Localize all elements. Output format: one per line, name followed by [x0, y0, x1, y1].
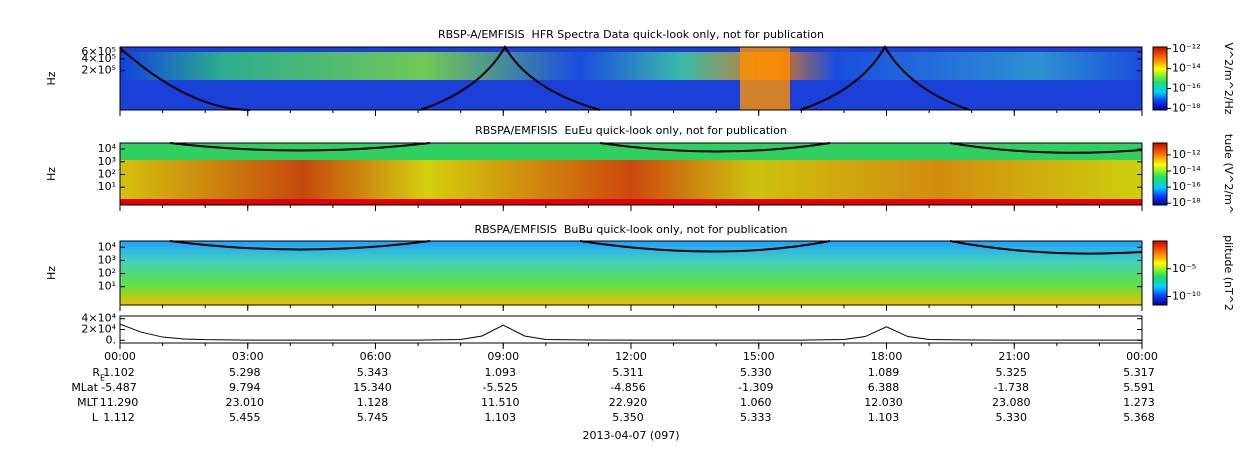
ephemeris-value: 15.340 [353, 381, 392, 394]
ephemeris-value: 1.128 [357, 396, 389, 409]
ephemeris-value: 11.510 [481, 396, 520, 409]
ephemeris-value: 5.745 [357, 411, 389, 424]
ephemeris-value: 11.290 [100, 396, 139, 409]
ephemeris-value: 1.060 [740, 396, 772, 409]
colorbar-tick-label: 10⁻¹⁸ [1172, 101, 1201, 114]
data-line [119, 323, 1142, 341]
ephemeris-value: 5.298 [229, 366, 261, 379]
ephemeris-value: -1.309 [738, 381, 773, 394]
colorbar-tick-label: 10⁻¹⁴ [1172, 164, 1201, 177]
plot-frame [119, 315, 1143, 344]
ephemeris-value: 1.112 [103, 411, 135, 424]
y-tick-label: 10⁴ [98, 240, 117, 253]
colorbar-tick-label: 10⁻¹⁸ [1172, 196, 1201, 209]
panel-title: RBSPA/EMFISIS EuEu quick-look only, not … [475, 124, 787, 137]
y-tick-label: 10² [98, 267, 116, 280]
x-tick-label: 15:00 [743, 350, 775, 363]
ephemeris-value: 1.103 [485, 411, 517, 424]
ephemeris-value: 5.317 [1123, 366, 1155, 379]
colorbar-tick-label: 10⁻¹⁴ [1172, 62, 1201, 75]
colorbar-tick-label: 10⁻¹⁶ [1172, 180, 1201, 193]
row-label: MLT [77, 396, 98, 409]
ephemeris-value: 1.102 [103, 366, 135, 379]
y-axis-label: Hz [45, 167, 58, 181]
y-tick-label: 6×10⁵ [81, 45, 116, 58]
y-tick-label: 10¹ [98, 180, 116, 193]
x-tick-label: 03:00 [232, 350, 264, 363]
spectrogram-fill [120, 52, 1142, 80]
row-label-subscript: E [100, 374, 105, 383]
x-tick-label: 00:00 [1126, 350, 1158, 363]
ephemeris-value: -1.738 [994, 381, 1029, 394]
ephemeris-value: 5.325 [996, 366, 1028, 379]
spectrogram-fill [120, 241, 1142, 305]
ephemeris-value: 23.010 [226, 396, 265, 409]
y-tick-label: 2×10⁵ [81, 64, 116, 77]
spectrogram-fill [740, 47, 790, 110]
x-tick-label: 18:00 [871, 350, 903, 363]
ephemeris-value: -4.856 [610, 381, 645, 394]
y-axis-label: Hz [45, 71, 58, 85]
ephemeris-value: 12.030 [864, 396, 903, 409]
y-tick-label: 4×10⁵ [81, 52, 116, 65]
colorbar-tick-label: 10⁻¹⁶ [1172, 82, 1201, 95]
colorbar [1152, 142, 1168, 206]
ephemeris-value: 1.093 [485, 366, 517, 379]
ephemeris-value: 1.103 [868, 411, 900, 424]
ephemeris-value: 9.794 [229, 381, 261, 394]
ephemeris-value: -5.487 [101, 381, 136, 394]
colorbar [1152, 240, 1168, 306]
ephemeris-value: 5.455 [229, 411, 261, 424]
ephemeris-value: 6.388 [868, 381, 900, 394]
y-tick-label: 10² [98, 168, 116, 181]
ephemeris-value: 5.591 [1123, 381, 1155, 394]
ephemeris-value: 5.333 [740, 411, 772, 424]
orbit-curve [169, 240, 1143, 255]
panel-title: RBSPA/EMFISIS BuBu quick-look only, not … [475, 223, 788, 236]
spectrogram-images [119, 45, 1143, 305]
ephemeris-value: 5.311 [612, 366, 644, 379]
x-tick-label: 09:00 [487, 350, 519, 363]
x-tick-label: 00:00 [104, 350, 136, 363]
panel-title: RBSP-A/EMFISIS HFR Spectra Data quick-lo… [438, 28, 824, 41]
ephemeris-value: 5.330 [996, 411, 1028, 424]
ephemeris-value: 1.089 [868, 366, 900, 379]
row-label: R [92, 366, 100, 379]
y-tick-label: 2×10⁴ [81, 323, 116, 336]
spectrogram-fill [120, 160, 1142, 200]
colorbar-tick-label: 10⁻⁵ [1172, 262, 1196, 275]
row-label: MLat [71, 381, 98, 394]
colorbar-label: tude (V^2/m^ [1222, 134, 1235, 214]
y-tick-label: 10⁴ [98, 142, 117, 155]
y-tick-label: 10¹ [98, 280, 116, 293]
y-tick-label: 0. [106, 333, 117, 346]
ephemeris-value: 5.368 [1123, 411, 1155, 424]
ephemeris-value: 5.350 [612, 411, 644, 424]
colorbar-label: plitude (nT^2 [1222, 235, 1235, 311]
ephemeris-value: 23.080 [992, 396, 1031, 409]
ephemeris-value: -5.525 [483, 381, 518, 394]
orbit-curve [169, 142, 1143, 154]
ephemeris-value: 5.330 [740, 366, 772, 379]
colorbar-tick-label: 10⁻¹² [1172, 148, 1201, 161]
colorbar-tick-label: 10⁻¹² [1172, 42, 1201, 55]
colorbar-tick-label: 10⁻¹⁰ [1172, 290, 1201, 303]
y-tick-label: 4×10⁴ [81, 312, 116, 325]
x-tick-label: 06:00 [360, 350, 392, 363]
ephemeris-value: 1.273 [1123, 396, 1155, 409]
colorbar [1152, 46, 1168, 111]
ephemeris-value: 5.343 [357, 366, 389, 379]
colorbar-label: V^2/m^2/Hz [1222, 42, 1235, 114]
x-tick-label: 21:00 [998, 350, 1030, 363]
x-axis-label: 2013-04-07 (097) [582, 429, 679, 442]
row-label: L [92, 411, 99, 424]
spectrogram-fill [120, 199, 1142, 205]
y-tick-label: 10³ [98, 155, 116, 168]
x-tick-label: 12:00 [615, 350, 647, 363]
ephemeris-value: 22.920 [609, 396, 648, 409]
y-axis-label: Hz [45, 266, 58, 280]
y-tick-label: 10³ [98, 253, 116, 266]
